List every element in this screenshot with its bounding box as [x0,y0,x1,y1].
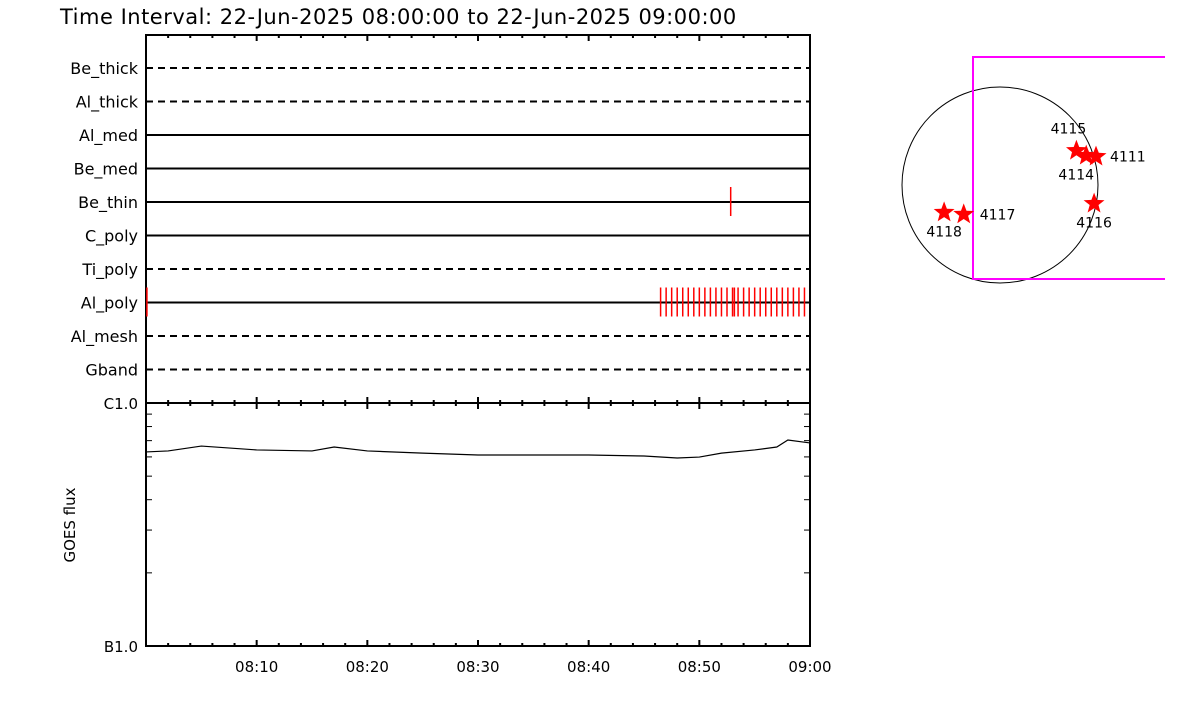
row-label-Be_thin: Be_thin [78,193,138,213]
active-region-label: 4111 [1110,150,1146,166]
row-label-Al_thick: Al_thick [76,93,139,113]
x-tick-label: 08:30 [456,658,499,676]
x-tick-label: 08:40 [567,658,610,676]
chart-title: Time Interval: 22-Jun-2025 08:00:00 to 2… [59,5,737,29]
active-region-star [1066,139,1087,160]
row-label-Al_mesh: Al_mesh [71,327,138,347]
active-region-star [1085,145,1107,166]
active-region-star [1075,144,1097,165]
timeline-frame [145,34,811,404]
x-tick-label: 08:20 [346,658,389,676]
row-label-Be_med: Be_med [74,160,138,180]
active-region-label: 4116 [1076,216,1112,232]
solar-limb [901,86,1099,284]
active-region-label: 4115 [1051,122,1087,138]
solar-disk-map: 4115 4114 4111 4116 4118 4117 [901,56,1165,284]
y-tick-label: C1.0 [104,395,138,413]
xrt-field-of-view [972,56,1165,280]
active-region-star [953,203,975,224]
x-tick-label: 08:50 [678,658,721,676]
goes-frame [145,402,811,647]
row-label-Al_poly: Al_poly [81,294,138,314]
active-region-label: 4118 [926,224,962,240]
row-label-Gband: Gband [85,361,138,380]
active-region-label: 4114 [1058,168,1094,184]
goes-flux-panel: 08:10 08:20 08:30 08:40 08:50 09:00 C1.0 B1.0 GO… [61,395,832,676]
row-label-Al_med: Al_med [79,126,138,146]
active-region-star [1083,192,1105,213]
x-tick-label: 09:00 [788,658,831,676]
row-label-Ti_poly: Ti_poly [81,260,138,280]
goes-flux-line [145,439,811,459]
filter-timeline-panel: Be_thick Al_thick Al_med Be_med Be_thin C_pol… [70,34,811,404]
y-axis-label: GOES flux [61,487,79,562]
active-region-star [933,201,955,222]
row-label-Be_thick: Be_thick [70,59,138,79]
x-tick-label: 08:10 [235,658,278,676]
row-label-C_poly: C_poly [85,227,138,247]
active-region-label: 4117 [980,207,1016,223]
y-tick-label: B1.0 [104,638,138,656]
